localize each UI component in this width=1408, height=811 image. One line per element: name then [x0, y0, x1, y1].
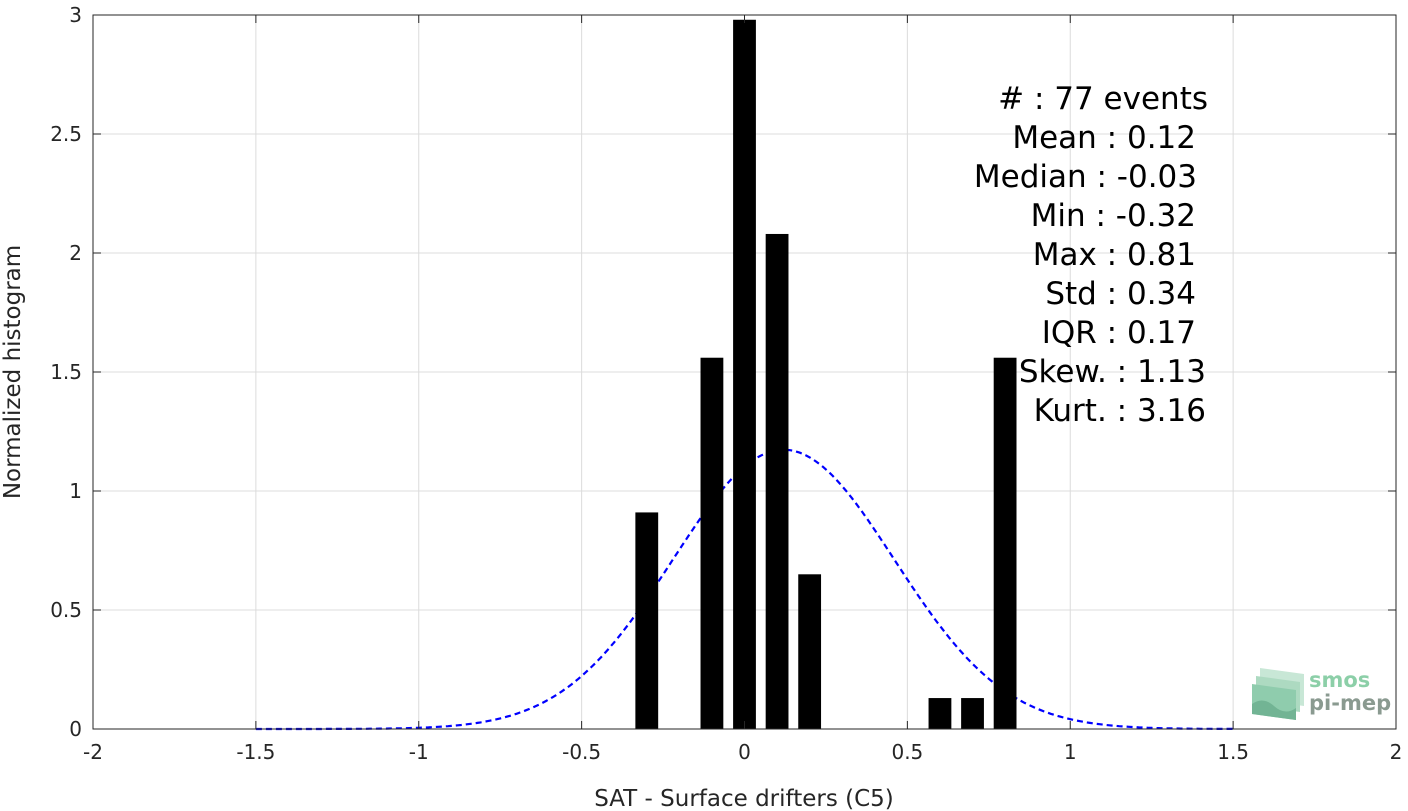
x-tick-label-5: 0.5 — [891, 740, 923, 764]
histogram-bar-7 — [993, 357, 1017, 729]
axes-frame — [92, 14, 1397, 730]
histogram-bar-3 — [765, 233, 789, 729]
y-tick-label-6: 3 — [69, 3, 82, 27]
histogram-bar-1 — [700, 357, 724, 729]
histogram-bar-4 — [798, 574, 822, 729]
stat-line-4: Max : 0.81 — [1033, 237, 1196, 273]
y-axis-label: Normalized histogram — [0, 245, 26, 499]
y-tick-labels: 0 0.5 1 1.5 2 2.5 3 — [50, 3, 82, 741]
stat-line-3: Min : -0.32 — [1031, 198, 1196, 234]
x-tick-labels: -2 -1.5 -1 -0.5 0 0.5 1 1.5 2 — [83, 740, 1402, 764]
stat-line-5: Std : 0.34 — [1045, 276, 1196, 312]
logo-mark-icon — [1252, 668, 1304, 720]
x-axis-label: SAT - Surface drifters (C5) — [594, 786, 894, 811]
stat-line-7: Skew. : 1.13 — [1019, 354, 1206, 390]
smos-pi-mep-logo: smos pi-mep — [1252, 668, 1391, 720]
logo-text-pi-mep: pi-mep — [1309, 691, 1391, 715]
y-tick-label-0: 0 — [69, 717, 82, 741]
x-tick-label-8: 2 — [1390, 740, 1403, 764]
stat-line-2: Median : -0.03 — [974, 159, 1197, 195]
stat-line-1: Mean : 0.12 — [1012, 120, 1196, 156]
y-tick-label-2: 1 — [69, 479, 82, 503]
x-tick-label-2: -1 — [409, 740, 429, 764]
stat-line-8: Kurt. : 3.16 — [1034, 393, 1206, 429]
y-tick-label-3: 1.5 — [50, 360, 82, 384]
x-tick-label-3: -0.5 — [562, 740, 601, 764]
y-tick-label-5: 2.5 — [50, 122, 82, 146]
stat-line-6: IQR : 0.17 — [1042, 315, 1196, 351]
x-tick-label-7: 1.5 — [1217, 740, 1249, 764]
x-tick-label-6: 1 — [1064, 740, 1077, 764]
x-tick-label-0: -2 — [83, 740, 103, 764]
stat-line-0: # : 77 events — [998, 81, 1208, 117]
x-tick-label-4: 0 — [738, 740, 751, 764]
histogram-bar-5 — [928, 698, 952, 729]
histogram-bar-0 — [635, 512, 659, 729]
histogram-bar-6 — [961, 698, 984, 729]
y-tick-label-1: 0.5 — [50, 598, 82, 622]
logo-text-smos: smos — [1309, 668, 1370, 692]
histogram-bar-2 — [733, 19, 756, 729]
y-tick-label-4: 2 — [69, 241, 82, 265]
histogram-bars — [635, 19, 1017, 729]
x-tick-label-1: -1.5 — [236, 740, 275, 764]
